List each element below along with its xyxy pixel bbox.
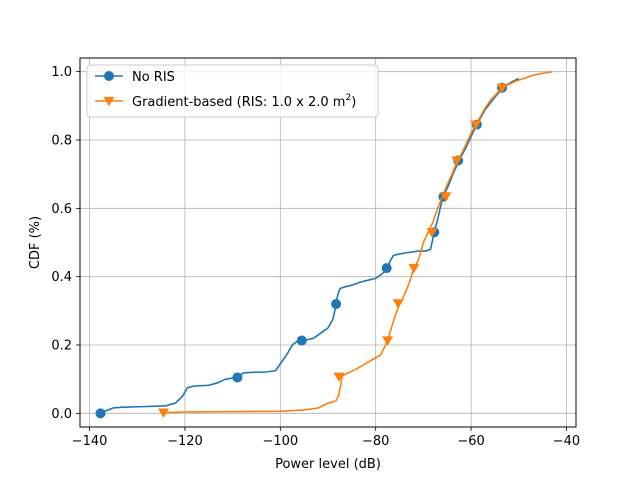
legend: No RIS Gradient-based (RIS: 1.0 x 2.0 m2… <box>86 64 379 118</box>
legend-label-gradient-based: Gradient-based (RIS: 1.0 x 2.0 m2) <box>132 93 356 110</box>
x-tick-label: −120 <box>167 434 203 449</box>
y-tick-label: 0.4 <box>51 270 72 285</box>
y-tick-label: 0.8 <box>51 134 72 149</box>
data-point-marker <box>382 336 394 346</box>
data-point-marker <box>451 156 463 166</box>
x-tick-label: −140 <box>72 434 108 449</box>
data-point-marker <box>408 264 420 274</box>
x-tick-label: −40 <box>553 434 580 449</box>
data-point-marker <box>296 335 307 346</box>
data-point-marker <box>333 372 345 382</box>
data-point-marker <box>95 408 106 419</box>
ticks: −140 −120 −100 −80 −60 −40 0.0 0.2 0.4 0.6 0.8 1.0 <box>51 65 580 449</box>
data-point-marker <box>470 120 482 130</box>
legend-marker-gradient-based <box>103 96 115 107</box>
series-layer <box>95 70 553 419</box>
legend-label-gradient-main: Gradient-based (RIS: 1.0 x 2.0 m <box>132 95 345 110</box>
legend-label-gradient-close: ) <box>351 95 356 110</box>
series-line-0 <box>100 77 520 415</box>
plot-frame <box>79 57 577 428</box>
series-line-1 <box>163 70 553 414</box>
legend-label-no-ris: No RIS <box>132 70 175 85</box>
legend-marker-no-ris <box>104 71 114 81</box>
x-tick-label: −100 <box>262 434 298 449</box>
y-tick-label: 0.6 <box>51 202 72 217</box>
data-point-marker <box>426 228 438 238</box>
x-tick-label: −80 <box>362 434 389 449</box>
data-point-marker <box>331 299 342 309</box>
x-tick-label: −60 <box>457 434 484 449</box>
legend-label-no-ris-text: No RIS <box>132 70 175 85</box>
y-tick-label: 0.0 <box>51 407 72 422</box>
data-point-marker <box>496 83 508 93</box>
data-point-marker <box>381 263 392 274</box>
legend-label-gradient-sup: 2 <box>345 93 351 103</box>
data-point-marker <box>440 192 452 202</box>
data-point-marker <box>392 299 404 309</box>
data-point-marker <box>232 372 243 383</box>
y-tick-label: 0.2 <box>51 339 72 354</box>
x-axis-label: Power level (dB) <box>275 457 381 472</box>
y-axis-label: CDF (%) <box>28 216 43 269</box>
legend-box <box>86 64 379 118</box>
data-point-marker <box>157 408 169 418</box>
y-tick-label: 1.0 <box>51 65 72 80</box>
